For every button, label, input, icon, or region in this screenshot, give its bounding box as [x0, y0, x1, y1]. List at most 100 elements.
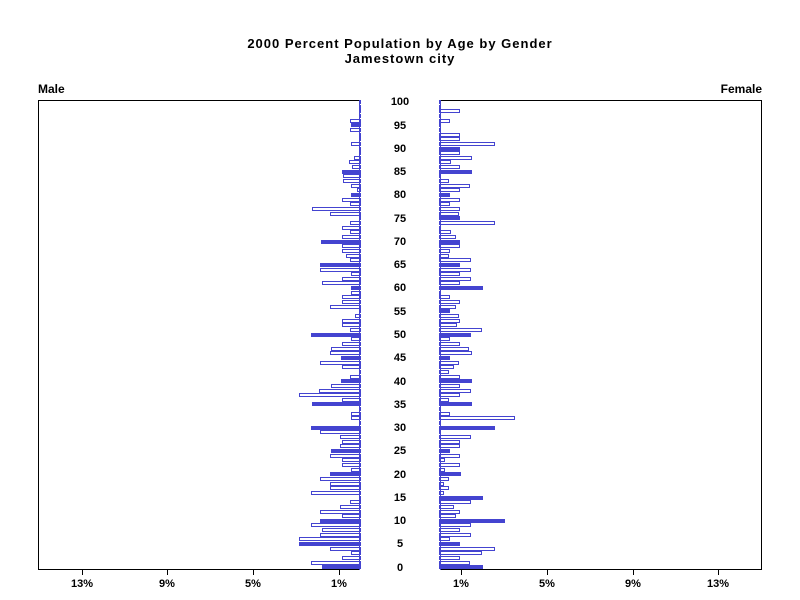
female-bar-age-66: [439, 258, 471, 262]
male-bar-age-19: [320, 477, 361, 481]
female-bar-age-44: [439, 361, 459, 365]
male-bar-age-36: [342, 398, 361, 402]
chart-subtitle: Jamestown city: [344, 51, 456, 66]
female-bar-age-88: [439, 156, 472, 160]
female-bar-age-26: [439, 444, 460, 448]
age-axis-label-70: 70: [393, 236, 407, 248]
age-axis-label-0: 0: [396, 562, 404, 574]
male-bar-age-52: [342, 323, 361, 327]
male-bar-age-20: [330, 472, 361, 476]
male-bar-age-7: [320, 533, 361, 537]
male-bar-age-72: [350, 230, 361, 234]
male-bar-age-76: [330, 212, 361, 216]
male-bar-age-80: [351, 193, 361, 197]
female-bar-age-0: [439, 565, 483, 569]
female-panel-label: Female: [720, 82, 762, 96]
female-bar-age-18: [439, 482, 444, 486]
male-bar-age-63: [351, 272, 361, 276]
male-bar-age-59: [351, 291, 361, 295]
age-axis-label-45: 45: [393, 352, 407, 364]
female-bar-age-2: [439, 556, 460, 560]
male-bar-age-11: [342, 514, 361, 518]
right-tick-13%: [718, 570, 719, 575]
female-bar-age-79: [439, 198, 460, 202]
female-bar-age-11: [439, 514, 456, 518]
female-bar-age-36: [439, 398, 449, 402]
female-bar-age-43: [439, 365, 454, 369]
female-bar-age-93: [439, 133, 460, 137]
male-bar-age-88: [354, 156, 361, 160]
female-bar-age-92: [439, 137, 460, 141]
age-axis-label-85: 85: [393, 166, 407, 178]
female-bar-age-70: [439, 240, 460, 244]
female-bar-age-46: [439, 351, 472, 355]
female-bar-age-67: [439, 254, 449, 258]
male-bar-age-17: [330, 486, 361, 490]
female-bar-age-60: [439, 286, 483, 290]
male-bar-age-53: [342, 319, 361, 323]
male-bar-age-30: [311, 426, 361, 430]
male-bar-age-29: [320, 430, 361, 434]
female-bar-age-15: [439, 496, 483, 500]
female-bar-age-42: [439, 370, 449, 374]
female-bar-age-81: [439, 188, 460, 192]
female-bar-age-35: [439, 402, 472, 406]
female-bar-age-14: [439, 500, 471, 504]
male-bar-age-67: [346, 254, 361, 258]
male-bar-age-32: [351, 416, 361, 420]
male-bar-age-62: [342, 277, 361, 281]
male-bar-age-43: [342, 365, 361, 369]
male-bar-age-3: [351, 551, 361, 555]
left-tick-9%: [167, 570, 168, 575]
male-bar-age-35: [312, 402, 361, 406]
female-bar-age-5: [439, 542, 460, 546]
male-bar-age-45: [341, 356, 361, 360]
female-bar-age-96: [439, 119, 450, 123]
male-bar-age-38: [319, 389, 361, 393]
male-bar-age-26: [340, 444, 361, 448]
female-bar-age-21: [439, 468, 445, 472]
male-bar-age-14: [350, 500, 361, 504]
female-bar-age-8: [439, 528, 460, 532]
female-bar-age-28: [439, 435, 471, 439]
male-bar-age-23: [342, 458, 361, 462]
male-panel-label: Male: [38, 82, 65, 96]
female-bar-age-87: [439, 160, 451, 164]
male-bar-age-79: [342, 198, 361, 202]
female-bar-age-56: [439, 305, 456, 309]
male-bar-age-33: [351, 412, 361, 416]
female-bar-age-71: [439, 235, 456, 239]
female-bar-age-49: [439, 337, 450, 341]
right-tick-label-13%: 13%: [706, 578, 730, 590]
female-bar-age-7: [439, 533, 471, 537]
female-bar-age-3: [439, 551, 482, 555]
female-bar-age-19: [439, 477, 449, 481]
female-bar-age-37: [439, 393, 460, 397]
female-bar-age-82: [439, 184, 470, 188]
female-bar-age-38: [439, 389, 471, 393]
male-bar-age-83: [343, 179, 361, 183]
age-axis-label-75: 75: [393, 213, 407, 225]
female-bar-age-65: [439, 263, 460, 267]
female-bar-age-33: [439, 412, 450, 416]
male-bar-age-46: [330, 351, 361, 355]
male-bar-age-57: [342, 300, 361, 304]
male-bar-age-65: [320, 263, 361, 267]
male-bar-age-27: [342, 440, 361, 444]
female-bar-age-72: [439, 230, 451, 234]
female-bar-age-62: [439, 277, 471, 281]
female-bar-age-51: [439, 328, 482, 332]
female-bar-age-83: [439, 179, 449, 183]
age-axis-label-5: 5: [396, 538, 404, 550]
female-bar-age-47: [439, 347, 469, 351]
male-bar-age-40: [341, 379, 361, 383]
female-bar-age-80: [439, 193, 450, 197]
male-bar-age-1: [311, 561, 361, 565]
male-bar-age-49: [351, 337, 361, 341]
female-bar-age-24: [439, 454, 460, 458]
male-bar-age-0: [322, 565, 361, 569]
age-axis-label-55: 55: [393, 306, 407, 318]
right-tick-5%: [547, 570, 548, 575]
female-bar-age-10: [439, 519, 505, 523]
age-axis-label-90: 90: [393, 143, 407, 155]
